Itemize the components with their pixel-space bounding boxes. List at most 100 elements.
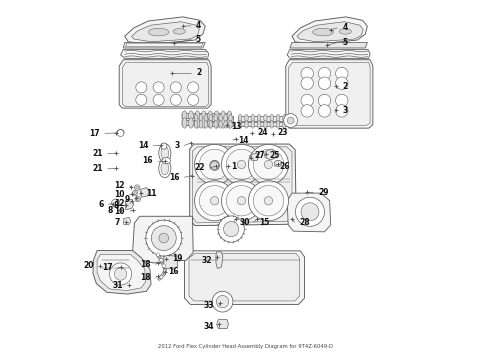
- Text: 25: 25: [269, 151, 280, 160]
- Polygon shape: [185, 251, 304, 305]
- Circle shape: [188, 94, 198, 105]
- Text: 14: 14: [238, 136, 248, 145]
- Text: 9: 9: [125, 194, 130, 203]
- Polygon shape: [164, 255, 177, 269]
- Text: 6: 6: [98, 200, 103, 209]
- Text: 17: 17: [89, 129, 100, 138]
- Ellipse shape: [239, 114, 242, 122]
- Circle shape: [136, 82, 147, 93]
- Circle shape: [171, 82, 181, 93]
- Polygon shape: [133, 216, 193, 263]
- Polygon shape: [125, 199, 134, 210]
- Text: 2: 2: [343, 82, 348, 91]
- Circle shape: [318, 105, 331, 117]
- Polygon shape: [182, 121, 232, 125]
- Polygon shape: [125, 17, 205, 45]
- Circle shape: [160, 258, 163, 262]
- Ellipse shape: [224, 114, 227, 122]
- Text: 10: 10: [114, 190, 125, 199]
- Polygon shape: [182, 114, 232, 118]
- Ellipse shape: [159, 144, 171, 163]
- Polygon shape: [93, 251, 151, 294]
- Ellipse shape: [229, 114, 232, 122]
- Ellipse shape: [201, 111, 206, 121]
- Circle shape: [134, 192, 137, 194]
- Ellipse shape: [257, 114, 261, 122]
- Polygon shape: [251, 153, 259, 161]
- Ellipse shape: [195, 111, 200, 121]
- Text: 11: 11: [146, 189, 157, 198]
- Polygon shape: [122, 63, 209, 107]
- Ellipse shape: [161, 143, 167, 149]
- Text: 29: 29: [318, 188, 329, 197]
- Circle shape: [153, 82, 164, 93]
- Text: 4: 4: [343, 23, 348, 32]
- Circle shape: [112, 199, 120, 207]
- Text: 16: 16: [142, 156, 152, 165]
- Text: 12: 12: [114, 181, 125, 190]
- Polygon shape: [119, 60, 211, 108]
- Ellipse shape: [214, 118, 219, 128]
- Text: 8: 8: [114, 201, 119, 210]
- Polygon shape: [217, 320, 228, 329]
- Circle shape: [210, 197, 219, 205]
- Circle shape: [253, 185, 284, 216]
- Circle shape: [195, 181, 235, 221]
- Text: 18: 18: [140, 273, 150, 282]
- Ellipse shape: [162, 158, 171, 164]
- Polygon shape: [189, 253, 299, 301]
- Ellipse shape: [201, 118, 206, 128]
- Circle shape: [264, 160, 272, 168]
- Polygon shape: [216, 252, 223, 269]
- Ellipse shape: [214, 111, 219, 121]
- Circle shape: [221, 181, 262, 221]
- Polygon shape: [126, 43, 203, 46]
- Circle shape: [237, 197, 245, 205]
- Polygon shape: [193, 147, 292, 223]
- Ellipse shape: [276, 114, 280, 122]
- Polygon shape: [123, 42, 205, 48]
- Ellipse shape: [274, 160, 282, 167]
- Text: 3: 3: [174, 141, 179, 150]
- Circle shape: [199, 149, 230, 180]
- Ellipse shape: [227, 111, 232, 121]
- Polygon shape: [290, 42, 368, 48]
- Ellipse shape: [182, 111, 187, 121]
- Circle shape: [318, 94, 331, 107]
- Ellipse shape: [276, 121, 280, 128]
- Ellipse shape: [161, 147, 169, 159]
- Circle shape: [146, 220, 182, 256]
- Circle shape: [284, 114, 297, 127]
- Polygon shape: [265, 149, 276, 160]
- Text: 3: 3: [343, 107, 348, 115]
- Ellipse shape: [161, 162, 169, 175]
- Text: 24: 24: [257, 128, 268, 137]
- Circle shape: [160, 275, 163, 279]
- Circle shape: [199, 185, 230, 216]
- Ellipse shape: [209, 114, 213, 122]
- Text: 10: 10: [114, 207, 125, 216]
- Ellipse shape: [229, 121, 232, 128]
- Ellipse shape: [220, 118, 225, 128]
- Ellipse shape: [264, 114, 267, 122]
- Circle shape: [264, 197, 272, 205]
- Text: 20: 20: [83, 261, 94, 270]
- Ellipse shape: [189, 118, 194, 128]
- Ellipse shape: [214, 121, 218, 128]
- Ellipse shape: [245, 121, 248, 128]
- Text: 27: 27: [255, 151, 265, 160]
- Polygon shape: [286, 60, 373, 128]
- Text: 8: 8: [107, 206, 113, 215]
- Text: 12: 12: [114, 199, 125, 208]
- Text: 16: 16: [168, 267, 179, 276]
- Polygon shape: [132, 22, 199, 42]
- Circle shape: [336, 94, 348, 107]
- Circle shape: [159, 233, 169, 243]
- Circle shape: [162, 264, 166, 267]
- Ellipse shape: [227, 118, 232, 128]
- Text: 2: 2: [196, 68, 201, 77]
- Circle shape: [171, 94, 181, 105]
- Text: 1: 1: [231, 162, 237, 171]
- Text: 32: 32: [201, 256, 212, 265]
- Polygon shape: [190, 144, 296, 226]
